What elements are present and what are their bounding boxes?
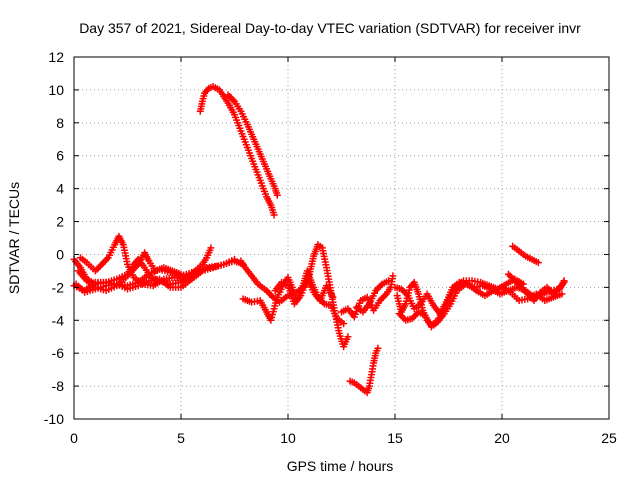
data-point (207, 244, 215, 252)
data-point (329, 293, 337, 301)
data-point (177, 270, 185, 278)
data-point (374, 344, 382, 352)
data-point (273, 191, 281, 199)
y-tick-label: -6 (52, 345, 65, 361)
y-tick-label: -2 (52, 279, 65, 295)
y-axis-label: SDTVAR / TECUs (6, 182, 22, 294)
x-tick-label: 20 (494, 430, 510, 446)
data-point (385, 277, 393, 285)
series-track-n (504, 270, 568, 305)
grid (74, 57, 609, 419)
y-tick-label: 10 (48, 82, 64, 98)
y-tick-label: 0 (56, 246, 64, 262)
data-point (389, 272, 397, 280)
data-point (344, 333, 352, 341)
y-tick-label: 8 (56, 115, 64, 131)
x-axis-label: GPS time / hours (287, 458, 394, 474)
x-tick-label: 10 (280, 430, 296, 446)
ticks: 0 5 10 15 20 25 -10 -8 -6 -4 -2 0 2 4 6 8 10 12 (44, 49, 617, 446)
series-layer (70, 83, 568, 397)
x-tick-label: 5 (177, 430, 185, 446)
y-tick-label: 4 (56, 181, 64, 197)
data-point (340, 320, 348, 328)
series-arc-high (196, 83, 278, 219)
series-short-late (509, 242, 542, 267)
x-tick-label: 0 (70, 430, 78, 446)
series-track-e (74, 249, 185, 295)
y-tick-label: 2 (56, 214, 64, 230)
plot-frame (73, 56, 610, 420)
y-tick-label: -4 (52, 312, 65, 328)
series-track-j (352, 277, 393, 316)
y-tick-label: -10 (44, 411, 64, 427)
x-tick-label: 25 (601, 430, 617, 446)
series-arc-high-b (224, 91, 281, 199)
x-tick-label: 15 (387, 430, 403, 446)
series-dip-low (346, 344, 382, 397)
data-point (270, 211, 278, 219)
y-tick-label: 6 (56, 148, 64, 164)
data-point (558, 290, 566, 298)
y-tick-label: -8 (52, 378, 65, 394)
data-point (231, 255, 238, 263)
y-tick-label: 12 (48, 49, 64, 65)
chart-title: Day 357 of 2021, Sidereal Day-to-day VTE… (79, 20, 581, 36)
data-point (560, 278, 568, 286)
data-point (534, 259, 542, 267)
series-track-h (271, 275, 337, 308)
